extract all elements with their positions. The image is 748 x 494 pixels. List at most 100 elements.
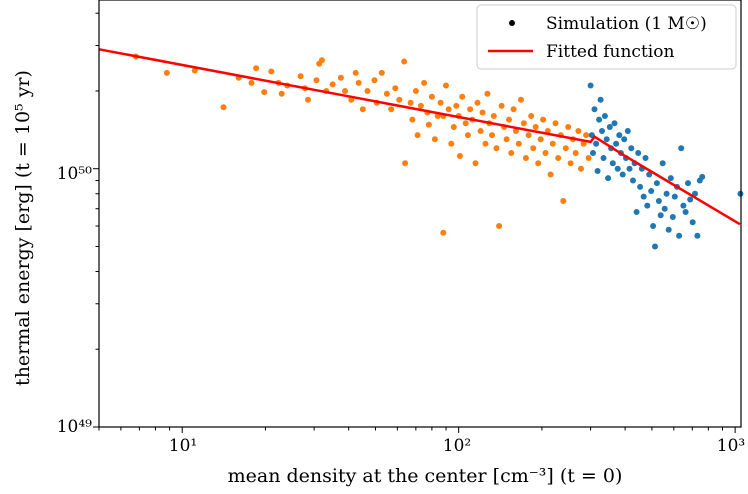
orange-data-point [337, 74, 344, 81]
orange-data-point [575, 128, 582, 134]
orange-data-point [220, 104, 227, 111]
orange-data-point [261, 89, 268, 96]
orange-data-point [532, 124, 539, 130]
x-tick-label-1000: 10³ [717, 436, 745, 456]
orange-data-point [567, 160, 574, 167]
orange-data-point [352, 69, 359, 76]
orange-data-point [407, 99, 414, 106]
orange-data-point [467, 106, 474, 113]
blue-data-point [680, 202, 687, 209]
orange-data-point [342, 88, 348, 94]
orange-data-point [268, 68, 275, 75]
blue-data-point [590, 150, 596, 156]
x-axis-title: mean density at the center [cm⁻³] (t = 0… [228, 465, 623, 487]
blue-data-point [685, 180, 691, 187]
blue-data-point [603, 136, 610, 143]
orange-data-point [378, 69, 385, 76]
orange-data-point [508, 150, 515, 156]
blue-data-point [663, 190, 670, 197]
orange-data-point [490, 113, 497, 119]
orange-data-point [562, 145, 569, 152]
blue-data-point [669, 214, 676, 220]
orange-data-point [528, 113, 535, 119]
orange-data-point [191, 67, 198, 74]
orange-data-point [409, 116, 416, 123]
orange-data-point [364, 88, 371, 94]
orange-data-point [512, 128, 519, 134]
orange-data-point [445, 106, 452, 113]
orange-data-point [525, 132, 532, 139]
blue-data-point [694, 232, 701, 239]
orange-data-point [437, 99, 444, 106]
orange-data-point [583, 132, 590, 139]
orange-data-point [453, 102, 460, 109]
blue-data-point [661, 205, 668, 212]
blue-data-point [689, 219, 696, 226]
orange-data-point [537, 136, 544, 143]
axis-ticks [93, 12, 736, 433]
blue-data-point [642, 155, 649, 161]
orange-scatter-series [132, 53, 592, 236]
blue-data-point [671, 193, 678, 200]
orange-data-point [359, 106, 366, 113]
orange-data-point [482, 140, 489, 147]
blue-data-point [699, 173, 706, 180]
orange-data-point [425, 121, 432, 128]
blue-data-point [687, 196, 694, 203]
y-axis-title: thermal energy [erg] (t = 10⁵ yr) [12, 70, 34, 386]
orange-data-point [456, 153, 463, 159]
blue-data-point [633, 209, 640, 215]
blue-data-point [606, 124, 613, 130]
blue-data-point [628, 145, 635, 152]
blue-data-point [613, 140, 620, 147]
blue-data-point [597, 96, 604, 103]
blue-data-point [637, 183, 644, 190]
orange-data-point [431, 136, 438, 143]
orange-data-point [506, 116, 512, 123]
fitted-function-line [98, 48, 741, 226]
orange-data-point [401, 58, 408, 65]
blue-data-point [646, 171, 653, 178]
orange-data-point [388, 106, 395, 113]
orange-data-point [498, 102, 505, 109]
orange-data-point [305, 96, 311, 103]
orange-data-point [248, 79, 255, 86]
blue-data-point [624, 128, 631, 134]
blue-data-point [601, 113, 608, 119]
blue-data-point [621, 136, 628, 143]
orange-data-point [318, 57, 325, 64]
blue-data-point [655, 198, 662, 204]
orange-data-point [396, 96, 403, 103]
orange-data-point [489, 132, 495, 139]
orange-data-point [278, 90, 285, 97]
legend-label-fitted: Fitted function [546, 42, 674, 62]
orange-data-point [503, 136, 510, 143]
orange-data-point [462, 120, 469, 127]
orange-data-point [417, 102, 424, 109]
orange-data-point [585, 155, 592, 161]
orange-data-point [484, 90, 491, 97]
orange-data-point [448, 140, 455, 147]
blue-data-point [644, 202, 651, 209]
orange-data-point [477, 128, 484, 134]
orange-data-point [520, 120, 527, 127]
orange-data-point [572, 150, 579, 156]
blue-data-point [659, 160, 666, 167]
orange-data-point [542, 150, 549, 156]
orange-data-point [580, 140, 587, 147]
orange-data-point [459, 93, 466, 100]
y-tick-label-1e49: 10⁴⁹ [57, 417, 92, 437]
orange-data-point [421, 79, 428, 86]
blue-data-point [611, 120, 618, 127]
blue-data-point [594, 168, 601, 174]
plot-frame [98, 0, 742, 428]
orange-data-point [412, 88, 419, 94]
orange-data-point [555, 155, 562, 161]
blue-data-point [626, 165, 633, 172]
orange-data-point [297, 73, 304, 80]
orange-data-point [355, 79, 362, 86]
orange-data-point [578, 165, 584, 172]
orange-data-point [472, 160, 479, 167]
orange-data-point [163, 69, 170, 76]
blue-data-point [593, 140, 600, 147]
